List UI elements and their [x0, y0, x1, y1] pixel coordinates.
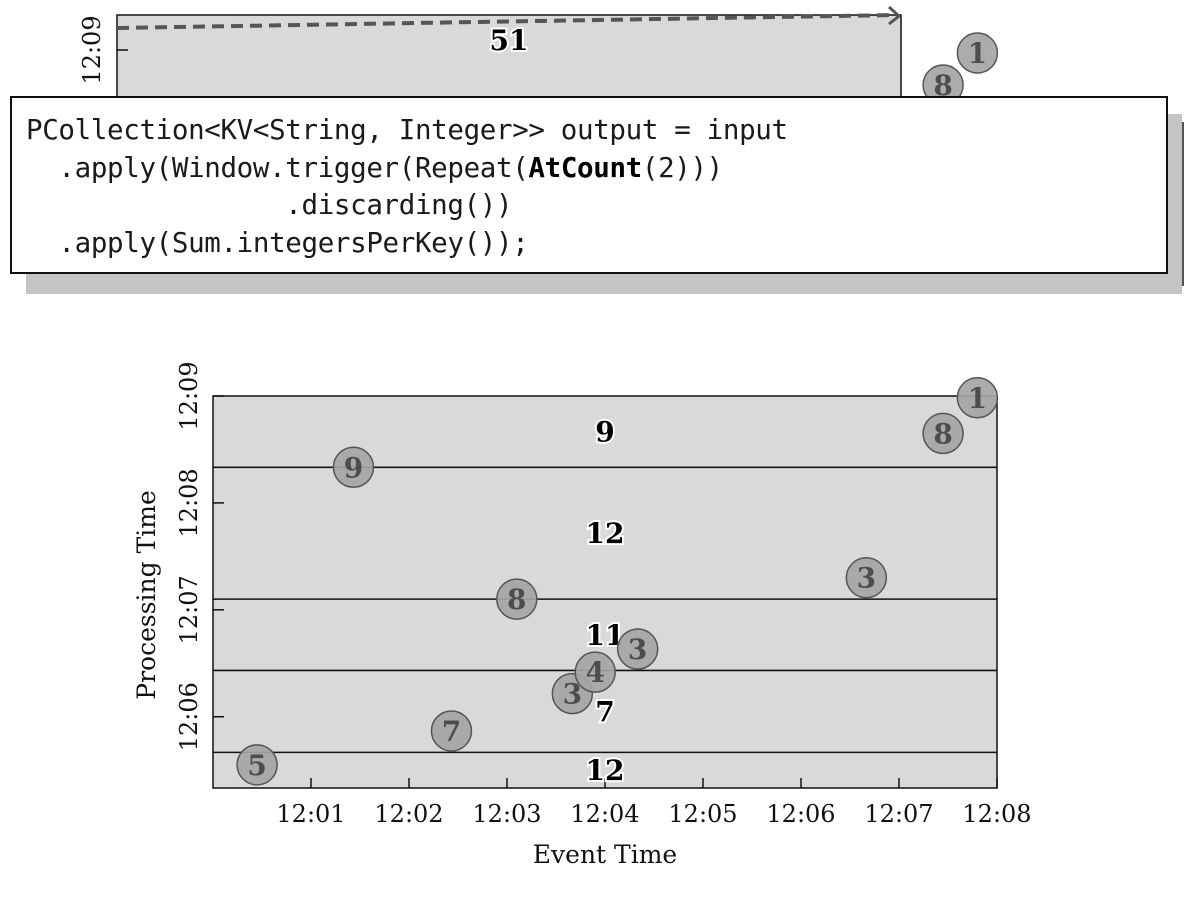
pane-sum-label: 12: [586, 517, 625, 550]
y-tick-label: 12:07: [175, 575, 203, 644]
x-tick-label: 12:06: [766, 800, 835, 828]
data-point: 3: [845, 556, 888, 599]
data-point-value: 3: [857, 562, 876, 595]
x-tick-label: 12:08: [962, 800, 1031, 828]
x-tick-label: 12:04: [570, 800, 639, 828]
y-tick-label: 12:09: [175, 361, 203, 430]
x-axis-label: Event Time: [533, 840, 677, 869]
data-point: 5: [236, 744, 278, 786]
background-y-tick-label: 12:09: [78, 15, 106, 84]
data-point-value: 9: [344, 451, 363, 484]
data-point-value: 5: [247, 749, 266, 782]
pane-sum-label: 12: [586, 754, 625, 787]
data-point: 3: [616, 628, 659, 670]
data-point-circle: [574, 651, 616, 693]
code-card-edge: [1172, 122, 1184, 286]
code-line-3: .discarding()): [26, 189, 513, 221]
data-point-value: 8: [933, 69, 952, 102]
data-point-value: 1: [968, 382, 987, 415]
data-point-circle: [616, 628, 659, 670]
data-point-value: 1: [968, 37, 987, 70]
pane-sum-label: 7: [595, 695, 614, 728]
x-tick-label: 12:02: [374, 800, 443, 828]
data-point-value: 3: [563, 678, 582, 711]
code-line-2: .apply(Window.trigger(Repeat(AtCount(2))…: [26, 151, 723, 184]
code-keyword-atcount: AtCount: [528, 151, 642, 184]
data-point-circle: [332, 446, 375, 489]
data-point: 8: [496, 578, 538, 620]
background-pane-sum: 51: [490, 24, 529, 57]
code-snippet: PCollection<KV<String, Integer>> output …: [10, 96, 1168, 274]
data-point-circle: [845, 556, 888, 599]
data-point-value: 8: [507, 583, 526, 616]
data-point: 8: [922, 64, 964, 106]
data-point-circle: [430, 710, 473, 752]
data-point: 7: [430, 710, 473, 752]
x-tick-label: 12:01: [276, 800, 345, 828]
code-line-1: PCollection<KV<String, Integer>> output …: [26, 114, 788, 146]
x-tick-label: 12:05: [668, 800, 737, 828]
event-processing-time-chart: 12:01 12:02 12:03 12:04 12:05 12:06 12:07 12:08…: [132, 361, 1032, 869]
x-tick-label: 12:03: [472, 800, 541, 828]
data-point-value: 3: [628, 633, 647, 666]
x-tick-label: 12:07: [864, 800, 933, 828]
code-line-4: .apply(Sum.integersPerKey());: [26, 226, 529, 259]
y-tick-label: 12:06: [175, 682, 203, 751]
background-arrow-head: [887, 5, 902, 26]
data-point: 1: [956, 377, 999, 419]
y-tick-label: 12:08: [175, 468, 203, 537]
data-point: 1: [956, 32, 999, 74]
data-point-circle: [956, 32, 999, 74]
data-point-value: 7: [442, 715, 461, 748]
data-point-circle: [956, 377, 999, 419]
background-dashed-line: [116, 13, 898, 30]
data-point-circle: [496, 578, 538, 620]
data-point: 4: [574, 651, 616, 693]
data-point: 9: [332, 446, 375, 489]
data-point: 8: [922, 412, 964, 455]
plot-layer: 12:01 12:02 12:03 12:04 12:05 12:06 12:07 12:08…: [175, 361, 1032, 828]
data-point-value: 8: [933, 417, 952, 450]
data-point-circle: [922, 412, 964, 455]
data-point-circle: [236, 744, 278, 786]
data-point-value: 4: [585, 656, 604, 689]
y-axis-label: Processing Time: [132, 490, 161, 700]
pane-sum-label: 9: [595, 416, 614, 449]
